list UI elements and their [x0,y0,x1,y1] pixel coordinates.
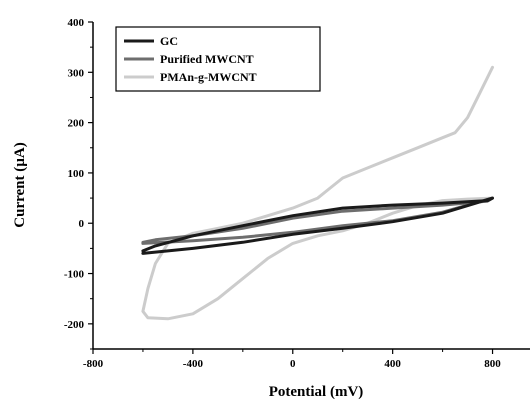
series-line-gc [141,196,494,255]
axes: -800 -400 0 400 800 -200 -100 0 100 200 300 400 [64,17,530,370]
y-tick-label: 0 [79,218,85,230]
x-tick-label: 400 [384,358,401,370]
x-tick-label: 800 [484,358,501,370]
x-tick-label: -800 [83,358,104,370]
legend: GC Purified MWCNT PMAn-g-MWCNT [115,26,321,92]
y-tick-label: -200 [64,319,85,331]
legend-label: GC [160,34,178,48]
x-tick-label: 0 [290,358,296,370]
y-tick-label: 400 [68,17,85,29]
y-tick-label: 200 [68,118,85,130]
legend-label: PMAn-g-MWCNT [160,70,257,84]
legend-label: Purified MWCNT [160,52,254,66]
x-axis-title: Potential (mV) [269,384,364,400]
series-line-pman-g-mwcnt [141,65,494,321]
y-tick-label: -100 [64,269,85,281]
y-axis-title: Current (µA) [12,142,28,227]
data-series [141,65,494,321]
y-tick-label: 100 [68,168,85,180]
x-tick-label: -400 [183,358,204,370]
y-tick-label: 300 [68,67,85,79]
